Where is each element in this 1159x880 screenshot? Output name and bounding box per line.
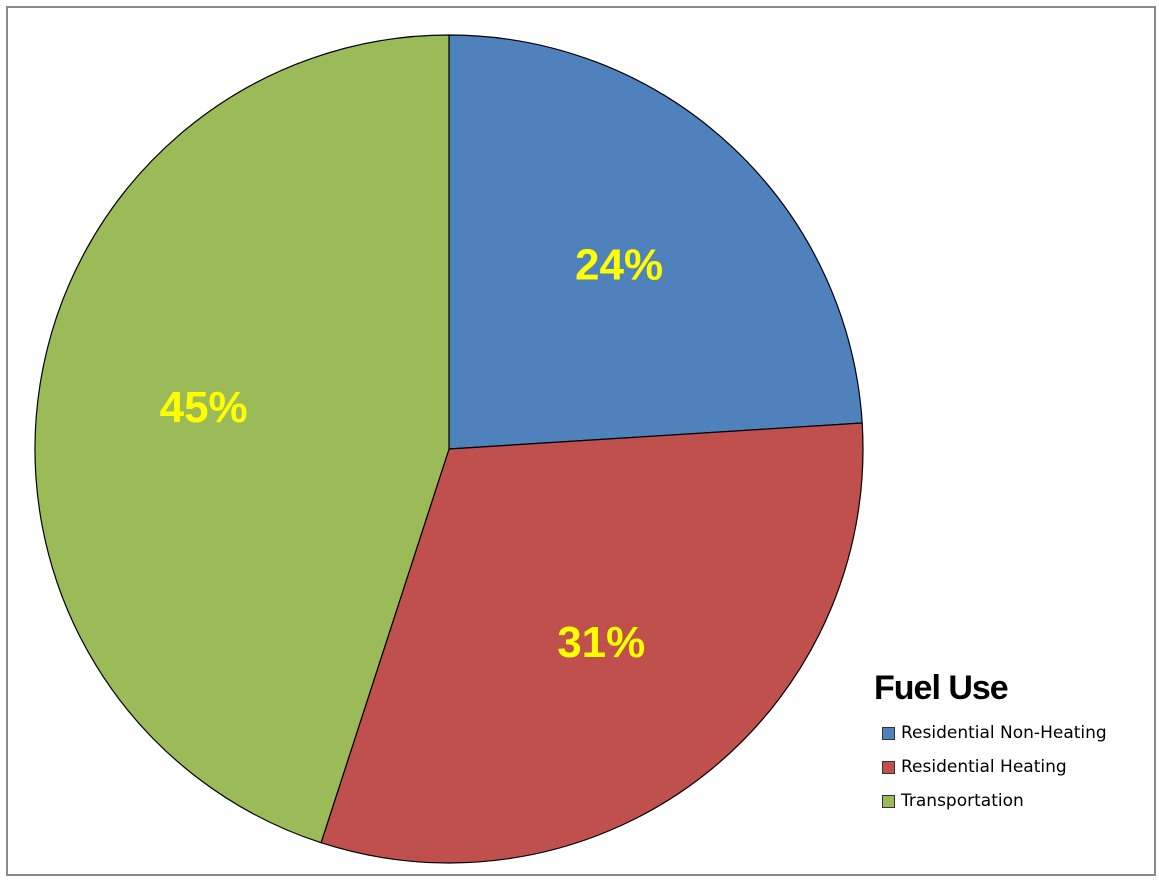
pie-slice-transportation: [34, 34, 450, 844]
pie-data-labels: 24% 31% 45%: [160, 241, 663, 667]
legend: Fuel Use Residential Non-Heating Residen…: [870, 666, 1107, 818]
legend-label: Residential Non-Heating: [901, 723, 1107, 743]
legend-label: Transportation: [901, 791, 1024, 811]
data-label-residential-non-heating: 24%: [575, 241, 663, 290]
chart-frame: 24% 31% 45% Fuel Use Residential Non-Heati…: [6, 6, 1156, 876]
legend-swatch: [882, 794, 895, 808]
legend-swatch: [882, 760, 895, 774]
data-label-residential-heating: 31%: [557, 618, 645, 667]
legend-swatch: [882, 726, 895, 740]
pie-slice-residential-heating: [320, 422, 864, 864]
legend-item-transportation: Transportation: [882, 784, 1107, 818]
legend-item-residential-non-heating: Residential Non-Heating: [882, 716, 1107, 750]
legend-item-residential-heating: Residential Heating: [882, 750, 1107, 784]
pie-slices: [34, 34, 864, 864]
data-label-transportation: 45%: [160, 383, 248, 432]
legend-label: Residential Heating: [901, 757, 1067, 777]
pie-slice-residential-non-heating: [448, 34, 863, 450]
pie-chart: 24% 31% 45%: [34, 34, 864, 864]
legend-title: Fuel Use: [874, 669, 1009, 707]
